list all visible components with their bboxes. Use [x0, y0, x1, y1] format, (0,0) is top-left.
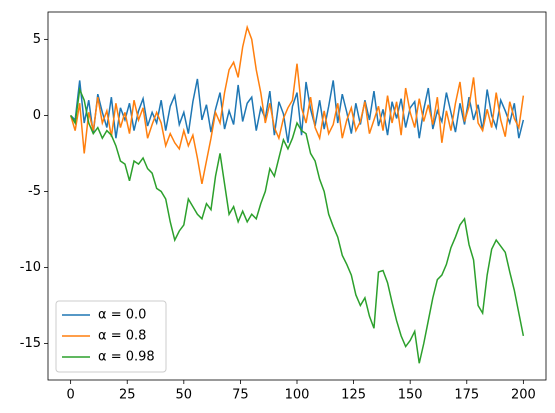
- legend: α = 0.0 α = 0.8 α = 0.98: [55, 300, 167, 373]
- y-tick-label: 0: [33, 108, 41, 123]
- x-tick-label: 125: [341, 388, 366, 403]
- legend-frame: [55, 300, 167, 373]
- x-tick-label: 100: [285, 388, 310, 403]
- y-tick-label: -5: [28, 184, 41, 199]
- x-tick-label: 50: [176, 388, 193, 403]
- x-tick-label: 150: [398, 388, 423, 403]
- y-tick-label: 5: [33, 32, 41, 47]
- y-tick-label: -10: [20, 260, 41, 275]
- series-line: [69, 86, 525, 364]
- x-tick-label: 0: [66, 388, 74, 403]
- y-tick-label: -15: [20, 336, 41, 351]
- x-tick-label: 200: [511, 388, 536, 403]
- x-tick-label: 25: [119, 388, 136, 403]
- legend-label: α = 0.8: [98, 329, 146, 344]
- legend-label: α = 0.98: [98, 350, 155, 365]
- legend-label: α = 0.0: [98, 308, 146, 323]
- plot-frame: [47, 11, 547, 381]
- x-tick-label: 75: [232, 388, 249, 403]
- series-line: [69, 24, 525, 184]
- x-tick-label: 175: [454, 388, 479, 403]
- series-line: [70, 78, 525, 143]
